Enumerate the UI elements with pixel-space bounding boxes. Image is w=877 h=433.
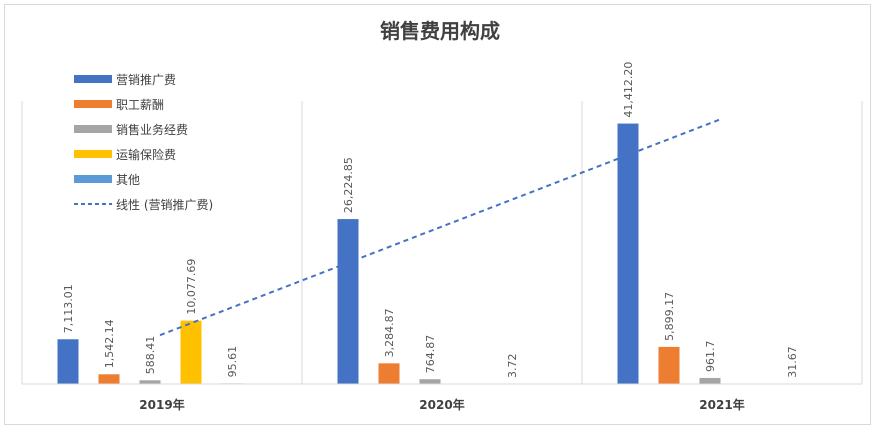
data-label: 41,412.20 xyxy=(622,62,635,118)
bar xyxy=(378,363,400,384)
bar xyxy=(617,123,639,384)
data-label: 7,113.01 xyxy=(62,284,75,333)
bar xyxy=(699,377,721,384)
trendline-path xyxy=(159,118,721,337)
data-label: 3,284.87 xyxy=(383,308,396,357)
bar xyxy=(658,346,680,384)
data-label: 3.72 xyxy=(506,353,519,378)
data-label: 26,224.85 xyxy=(342,157,355,213)
trendline xyxy=(159,118,721,337)
category-gridlines xyxy=(21,101,863,384)
legend-swatch xyxy=(74,150,112,158)
x-axis: 2019年 2020年 2021年 xyxy=(22,383,862,412)
legend-swatch xyxy=(74,125,112,133)
bar xyxy=(139,380,161,384)
x-tick-label: 2019年 xyxy=(139,397,184,412)
chart-frame xyxy=(4,4,871,425)
bars xyxy=(57,123,803,384)
x-tick-label: 2021年 xyxy=(699,397,744,412)
data-label: 764.87 xyxy=(424,335,437,374)
bar xyxy=(57,339,79,384)
chart-title: 销售费用构成 xyxy=(380,19,500,43)
legend-swatch xyxy=(74,175,112,183)
legend-label: 销售业务经费 xyxy=(116,122,188,137)
legend-label: 线性 (营销推广费) xyxy=(116,198,213,212)
legend-label: 营销推广费 xyxy=(116,73,176,87)
bar xyxy=(337,219,359,384)
bar xyxy=(98,374,120,384)
legend-swatch xyxy=(74,75,112,83)
data-label: 1,542.14 xyxy=(103,319,116,368)
legend-label: 其他 xyxy=(116,173,140,187)
data-label: 31.67 xyxy=(786,346,799,378)
bar xyxy=(180,320,202,384)
legend-label: 运输保险费 xyxy=(116,147,176,162)
data-label: 10,077.69 xyxy=(185,259,198,315)
data-label: 588.41 xyxy=(144,336,157,375)
data-label: 5,899.17 xyxy=(663,292,676,341)
bar-labels: 7,113.01 26,224.85 41,412.20 1,542.14 3,284.… xyxy=(62,62,799,378)
data-label: 95.61 xyxy=(226,346,239,378)
x-tick-label: 2020年 xyxy=(419,397,464,412)
legend-swatch xyxy=(74,100,112,108)
legend-label: 职工薪酬 xyxy=(116,98,164,112)
bar xyxy=(419,379,441,384)
data-label: 961.7 xyxy=(704,340,717,372)
